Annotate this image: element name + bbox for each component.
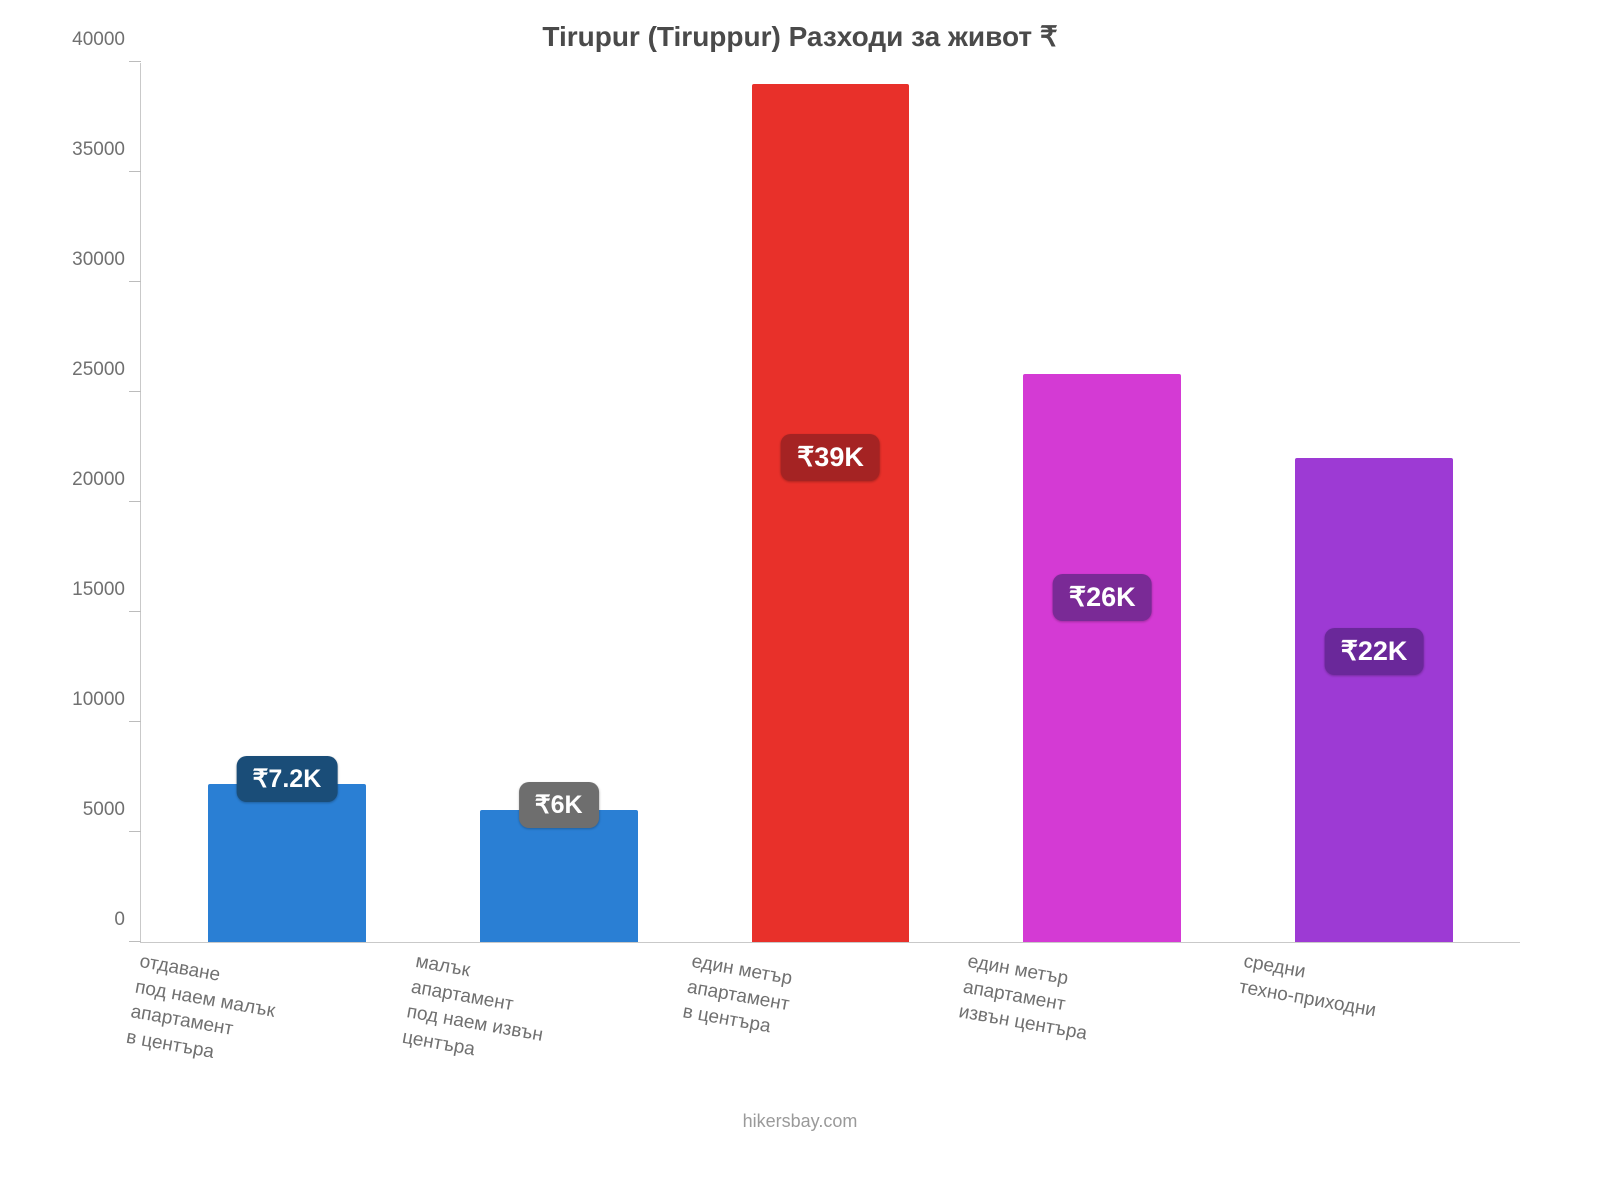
x-label-slot: средни техно-приходни — [1244, 943, 1520, 1103]
bar-slot: ₹39K — [695, 63, 967, 942]
bar: ₹26K — [1023, 374, 1181, 942]
plot-area: ₹7.2K₹6K₹39K₹26K₹22K 0500010000150002000… — [140, 63, 1520, 943]
bar-value-badge: ₹6K — [519, 782, 599, 828]
y-tick-label: 10000 — [63, 689, 125, 711]
chart-title: Tirupur (Tiruppur) Разходи за живот ₹ — [60, 20, 1540, 53]
y-tick-label: 0 — [63, 909, 125, 931]
y-tick-label: 25000 — [63, 359, 125, 381]
bar-slot: ₹26K — [966, 63, 1238, 942]
bar-slot: ₹22K — [1238, 63, 1510, 942]
y-tick-label: 35000 — [63, 139, 125, 161]
bars-group: ₹7.2K ₹6K ₹39K ₹26K ₹22K — [141, 63, 1520, 942]
y-tick — [129, 171, 141, 172]
y-tick-label: 15000 — [63, 579, 125, 601]
y-tick — [129, 281, 141, 282]
bar: ₹6K — [480, 810, 638, 942]
x-axis-label: средни техно-приходни — [1237, 949, 1407, 1028]
credit-text: hikersbay.com — [60, 1111, 1540, 1132]
bar-value-badge: ₹22K — [1325, 628, 1424, 675]
y-tick — [129, 721, 141, 722]
x-axis-label: един метър апартамент извън центъра — [957, 949, 1131, 1053]
x-axis-label: малък апартамент под наем извън центъра — [400, 949, 579, 1078]
x-axis-label: един метър апартамент в центъра — [681, 949, 855, 1053]
x-axis-label: отдаване под наем малък апартамент в цен… — [124, 949, 303, 1078]
bar-slot: ₹6K — [423, 63, 695, 942]
x-axis-labels: отдаване под наем малък апартамент в цен… — [140, 943, 1520, 1103]
y-tick-label: 20000 — [63, 469, 125, 491]
x-label-slot: един метър апартамент извън центъра — [968, 943, 1244, 1103]
y-tick — [129, 61, 141, 62]
y-tick — [129, 831, 141, 832]
y-tick — [129, 611, 141, 612]
bar-value-badge: ₹39K — [781, 434, 880, 481]
x-label-slot: малък апартамент под наем извън центъра — [416, 943, 692, 1103]
y-tick — [129, 501, 141, 502]
x-label-slot: отдаване под наем малък апартамент в цен… — [140, 943, 416, 1103]
y-tick-label: 30000 — [63, 249, 125, 271]
x-label-slot: един метър апартамент в центъра — [692, 943, 968, 1103]
y-tick — [129, 391, 141, 392]
bar-value-badge: ₹26K — [1053, 574, 1152, 621]
y-tick-label: 5000 — [63, 799, 125, 821]
chart-container: Tirupur (Tiruppur) Разходи за живот ₹ ₹7… — [0, 0, 1600, 1200]
bar: ₹7.2K — [208, 784, 366, 942]
bar-value-badge: ₹7.2K — [237, 756, 338, 802]
bar-slot: ₹7.2K — [151, 63, 423, 942]
y-tick — [129, 941, 141, 942]
y-tick-label: 40000 — [63, 29, 125, 51]
bar: ₹22K — [1295, 458, 1453, 942]
bar: ₹39K — [752, 84, 910, 942]
